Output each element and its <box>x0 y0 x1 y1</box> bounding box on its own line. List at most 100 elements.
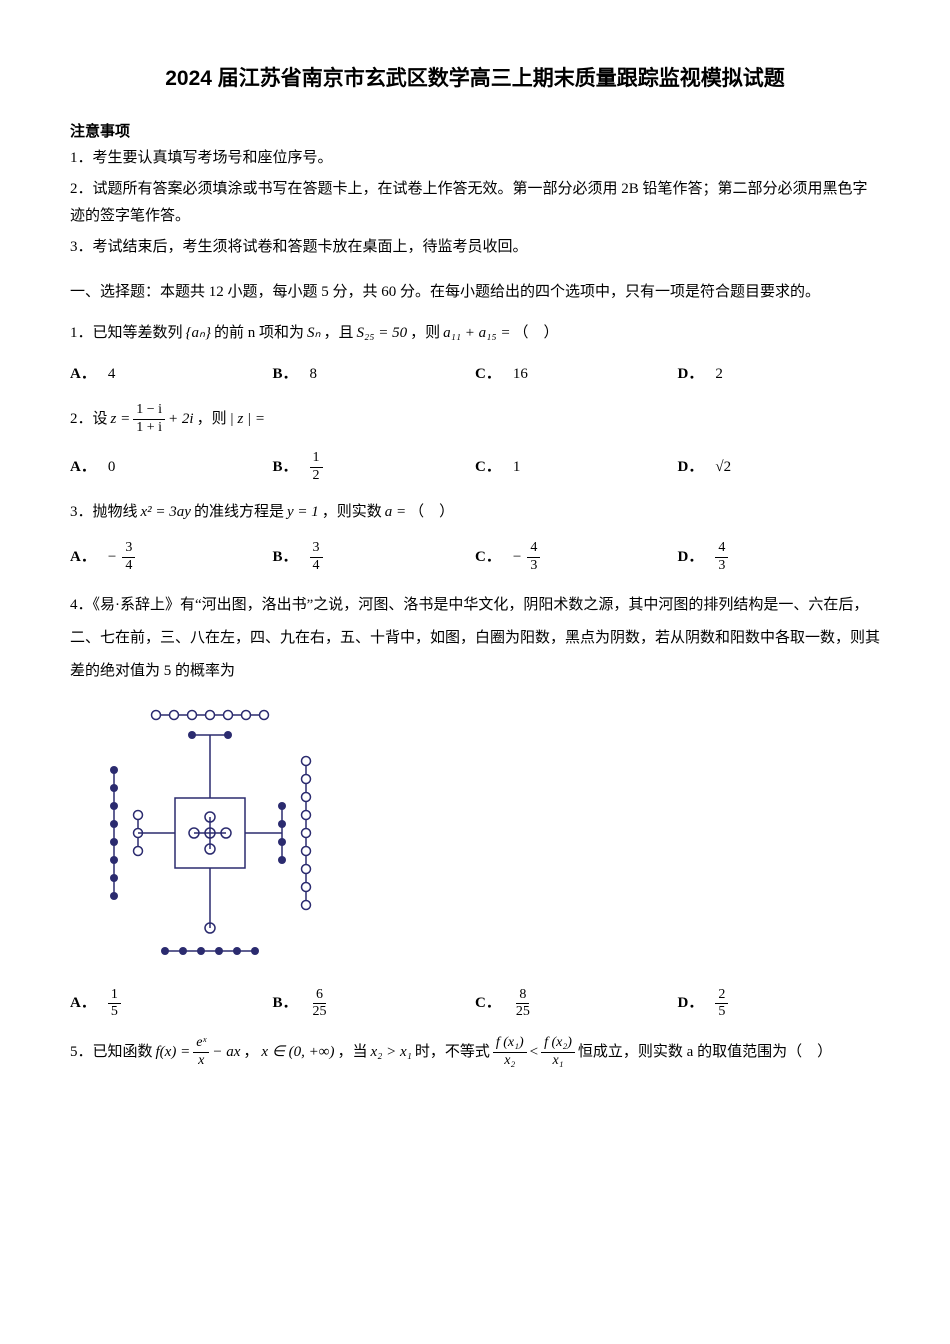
q4-opt-b-num: 6 <box>313 987 326 1005</box>
q3-c-sign: − <box>513 544 521 571</box>
q5-prefix: 5．已知函数 <box>70 1039 153 1066</box>
label-d: D． <box>678 361 704 388</box>
q4-opt-a-num: 1 <box>108 987 121 1005</box>
q1-option-c: C． 16 <box>475 361 678 388</box>
q1-option-a: A． 4 <box>70 361 273 388</box>
q1-prefix: 1．已知等差数列 <box>70 320 183 347</box>
q5-lt: < <box>530 1039 538 1066</box>
q1-seq: {aₙ} <box>186 320 211 347</box>
q2-zeq: z = <box>111 406 131 433</box>
q1-tail: （ ） <box>513 320 558 347</box>
q4-opt-d-num: 2 <box>715 987 728 1005</box>
q3-opt-d-frac: 4 3 <box>715 540 728 575</box>
question-5: 5．已知函数 f(x) = eˣ x − ax ， x ∈ (0, +∞) ，当… <box>70 1035 880 1070</box>
q3-tail: （ ） <box>409 499 454 526</box>
q2-options: A． 0 B． 1 2 C． 1 D． √2 <box>70 450 880 485</box>
label-d: D． <box>678 544 704 571</box>
q4-opt-c-num: 8 <box>516 987 529 1005</box>
q4-opt-d-frac: 2 5 <box>715 987 728 1022</box>
q3-option-a: A． − 3 4 <box>70 540 273 575</box>
question-2: 2．设 z = 1 − i 1 + i + 2i ，则 | z | = <box>70 402 880 437</box>
q2-prefix: 2．设 <box>70 406 108 433</box>
q4-opt-b-den: 25 <box>310 1004 330 1021</box>
q4-option-d: D． 2 5 <box>678 987 881 1022</box>
q5-cond: x₂ > x₁ <box>370 1039 411 1066</box>
q4-opt-a-frac: 1 5 <box>108 987 121 1022</box>
label-c: C． <box>475 544 501 571</box>
q4-opt-b-frac: 6 25 <box>310 987 330 1022</box>
part1-header: 一、选择题：本题共 12 小题，每小题 5 分，共 60 分。在每小题给出的四个… <box>70 279 880 306</box>
q3-mid1: 的准线方程是 <box>194 499 284 526</box>
q1-opt-d-val: 2 <box>715 361 723 388</box>
label-b: B． <box>273 361 298 388</box>
label-c: C． <box>475 361 501 388</box>
q5-lhs-num: f (x₁) <box>493 1035 527 1053</box>
q2-opt-b-den: 2 <box>310 468 323 485</box>
q1-mid1: 的前 n 项和为 <box>214 320 304 347</box>
q3-opt-c-frac: 4 3 <box>527 540 540 575</box>
q2-opt-b-frac: 1 2 <box>310 450 323 485</box>
q2-frac-den: 1 + i <box>133 420 165 437</box>
q5-domain: x ∈ (0, +∞) <box>261 1039 334 1066</box>
q2-opt-a-val: 0 <box>108 454 116 481</box>
hetu-svg <box>100 703 320 963</box>
label-a: A． <box>70 990 96 1017</box>
q5-frac-num: eˣ <box>193 1035 209 1053</box>
q4-text: 4．《易·系辞上》有“河出图，洛出书”之说，河图、洛书是中华文化，阴阳术数之源，… <box>70 597 880 679</box>
q4-opt-a-den: 5 <box>108 1004 121 1021</box>
label-d: D． <box>678 990 704 1017</box>
q2-opt-d-val: √2 <box>715 454 731 481</box>
label-d: D． <box>678 454 704 481</box>
question-1: 1．已知等差数列 {aₙ} 的前 n 项和为 Sₙ ，且 S₂₅ = 50 ，则… <box>70 320 880 347</box>
q3-opt-c-den: 3 <box>527 558 540 575</box>
q1-mid2: ，且 <box>324 320 354 347</box>
q5-mid1: ， <box>243 1039 258 1066</box>
q2-mid: ，则 <box>197 406 227 433</box>
question-4: 4．《易·系辞上》有“河出图，洛出书”之说，河图、洛书是中华文化，阴阳术数之源，… <box>70 589 880 688</box>
q2-frac-num: 1 − i <box>133 402 165 420</box>
q5-rhs-den: x₁ <box>549 1053 566 1070</box>
hetu-diagram <box>100 703 880 973</box>
instruction-3: 3．考试结束后，考生须将试卷和答题卡放在桌面上，待监考员收回。 <box>70 234 880 261</box>
q3-option-c: C． − 4 3 <box>475 540 678 575</box>
q5-mid2: ，当 <box>337 1039 367 1066</box>
q1-options: A． 4 B． 8 C． 16 D． 2 <box>70 361 880 388</box>
label-b: B． <box>273 544 298 571</box>
q1-opt-c-val: 16 <box>513 361 528 388</box>
q1-option-d: D． 2 <box>678 361 881 388</box>
q2-option-b: B． 1 2 <box>273 450 476 485</box>
q1-sn: Sₙ <box>307 320 320 347</box>
label-b: B． <box>273 454 298 481</box>
q3-opt-b-frac: 3 4 <box>310 540 323 575</box>
q3-a-sign: − <box>108 544 116 571</box>
q3-options: A． − 3 4 B． 3 4 C． − 4 3 D． 4 3 <box>70 540 880 575</box>
q5-rhs-num: f (x₂) <box>541 1035 575 1053</box>
q4-opt-c-den: 25 <box>513 1004 533 1021</box>
q4-options: A． 1 5 B． 6 25 C． 8 25 D． 2 5 <box>70 987 880 1022</box>
q2-frac: 1 − i 1 + i <box>133 402 165 437</box>
q3-opt-d-den: 3 <box>715 558 728 575</box>
label-c: C． <box>475 990 501 1017</box>
q2-abs: | z | = <box>230 406 265 433</box>
q4-option-c: C． 8 25 <box>475 987 678 1022</box>
notice-header: 注意事项 <box>70 118 880 145</box>
q2-option-d: D． √2 <box>678 450 881 485</box>
instruction-2: 2．试题所有答案必须填涂或书写在答题卡上，在试卷上作答无效。第一部分必须用 2B… <box>70 176 880 230</box>
q1-opt-a-val: 4 <box>108 361 116 388</box>
q1-option-b: B． 8 <box>273 361 476 388</box>
exam-title: 2024 届江苏省南京市玄武区数学高三上期末质量跟踪监视模拟试题 <box>70 60 880 98</box>
q3-prefix: 3．抛物线 <box>70 499 138 526</box>
q3-option-b: B． 3 4 <box>273 540 476 575</box>
q1-opt-b-val: 8 <box>310 361 318 388</box>
q2-opt-c-val: 1 <box>513 454 521 481</box>
q1-mid3: ，则 <box>410 320 440 347</box>
q5-frac: eˣ x <box>193 1035 209 1070</box>
q5-minus: − ax <box>212 1039 240 1066</box>
q2-opt-b-num: 1 <box>310 450 323 468</box>
q3-mid2: ，则实数 <box>322 499 382 526</box>
label-a: A． <box>70 544 96 571</box>
q5-lhs-den: x₂ <box>501 1053 518 1070</box>
question-3: 3．抛物线 x² = 3ay 的准线方程是 y = 1 ，则实数 a = （ ） <box>70 499 880 526</box>
q2-option-c: C． 1 <box>475 450 678 485</box>
q5-fx: f(x) = <box>156 1039 191 1066</box>
